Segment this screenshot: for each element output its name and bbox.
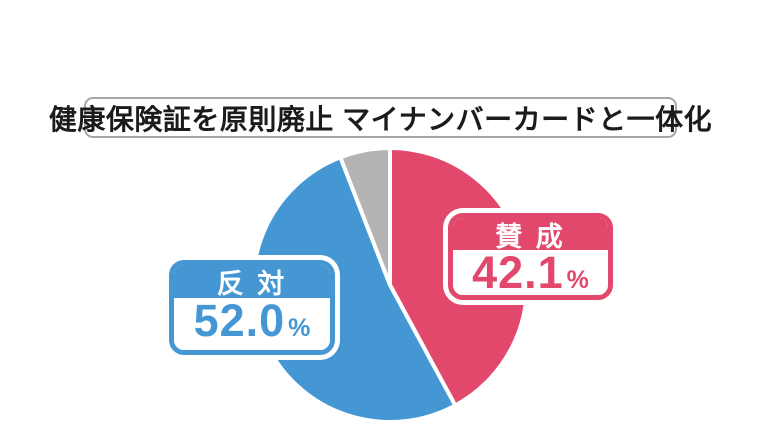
oppose-callout: 反 対 52.0 % — [169, 260, 335, 355]
oppose-callout-value: 52.0 % — [174, 298, 330, 350]
oppose-percent-unit: % — [288, 314, 311, 342]
oppose-label: 反 対 — [216, 269, 288, 299]
oppose-percent-number: 52.0 — [193, 295, 286, 346]
pie-slice-other — [338, 146, 392, 287]
agree-callout-header: 賛 成 — [453, 218, 608, 252]
agree-percent-unit: % — [566, 266, 589, 294]
oppose-callout-header: 反 対 — [174, 265, 330, 299]
agree-callout-value: 42.1 % — [453, 250, 608, 295]
chart-title-banner: 健康保険証を原則廃止 マイナンバーカードと一体化 — [49, 97, 712, 138]
agree-percent-number: 42.1 — [472, 247, 564, 298]
chart-title-text: 健康保険証を原則廃止 マイナンバーカードと一体化 — [48, 103, 713, 135]
agree-label: 賛 成 — [495, 221, 566, 252]
agree-callout: 賛 成 42.1 % — [448, 213, 613, 300]
